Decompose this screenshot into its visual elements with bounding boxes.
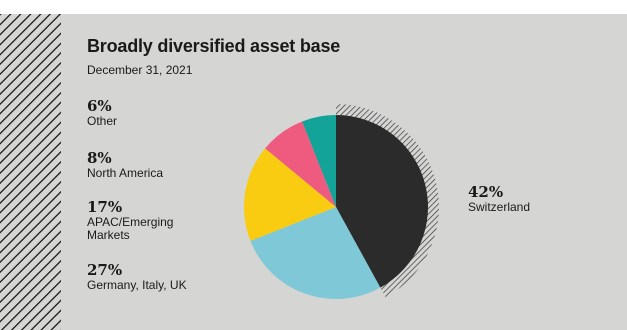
stat-switzerland-value: 42% bbox=[468, 183, 504, 201]
chart-title: Broadly diversified asset base bbox=[87, 36, 341, 56]
stat-europe: 27% Germany, Italy, UK bbox=[87, 262, 207, 292]
stat-europe-label: Germany, Italy, UK bbox=[87, 278, 187, 292]
pie-chart bbox=[243, 104, 440, 300]
chart-panel: Broadly diversified asset base December … bbox=[0, 14, 627, 330]
pie-slice-other bbox=[302, 115, 336, 207]
stat-other: 6% Other bbox=[87, 98, 207, 128]
stat-north-america-label: North America bbox=[87, 166, 164, 180]
stat-apac: 17% APAC/Emerging Markets bbox=[87, 199, 207, 242]
stat-north-america-value: 8% bbox=[87, 149, 112, 167]
pie-slice-apac-emerging-markets bbox=[243, 148, 336, 241]
hatched-band-decoration bbox=[0, 14, 61, 330]
stat-other-value: 6% bbox=[87, 97, 112, 115]
stat-north-america: 8% North America bbox=[87, 150, 207, 180]
stat-apac-label: APAC/Emerging Markets bbox=[87, 215, 174, 242]
chart-subtitle: December 31, 2021 bbox=[87, 63, 193, 77]
pie-slice-north-america bbox=[265, 121, 336, 207]
stat-other-label: Other bbox=[87, 114, 118, 128]
pie-slice-germany-italy-uk bbox=[250, 207, 381, 300]
stat-apac-value: 17% bbox=[87, 198, 123, 216]
stat-switzerland-label: Switzerland bbox=[468, 200, 531, 214]
stat-switzerland: 42% Switzerland bbox=[468, 184, 588, 214]
stat-europe-value: 27% bbox=[87, 261, 123, 279]
pie-slice-switzerland bbox=[336, 115, 428, 288]
